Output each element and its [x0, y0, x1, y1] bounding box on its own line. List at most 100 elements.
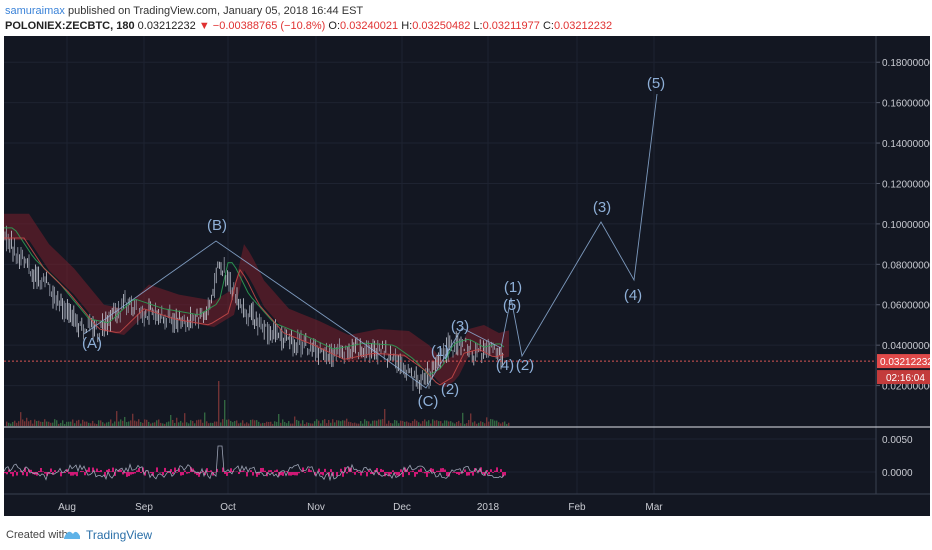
tradingview-link[interactable]: TradingView: [86, 528, 153, 542]
chart-area[interactable]: (A) (B) (C) (1) (2) (3) (4) (5) (1) (2) (3) (4) (5) …: [4, 36, 930, 516]
volume-bar: [374, 420, 376, 426]
time-tick-label: Sep: [135, 502, 153, 513]
volume-bar: [442, 423, 444, 426]
volume-bar: [270, 421, 272, 426]
volume-bar: [30, 420, 32, 426]
oscillator-histogram-bar: [210, 470, 212, 472]
oscillator-histogram-bar: [296, 472, 298, 476]
price-chart[interactable]: (A)(B)(C)(1)(2)(3)(4)(5)(1)(2)(3)(4)(5) …: [4, 36, 930, 516]
volume-bar: [450, 421, 452, 426]
price-change: −0.00388765 (−10.8%): [212, 20, 326, 32]
volume-bar: [432, 419, 434, 426]
oscillator-histogram-bar: [140, 472, 142, 473]
oscillator-histogram-bar: [206, 468, 208, 472]
elliott-wave-lines: [83, 93, 658, 389]
volume-bar: [504, 421, 506, 426]
oscillator-histogram-bar: [194, 472, 196, 474]
oscillator-histogram-bar: [344, 467, 346, 472]
volume-bar: [268, 422, 270, 426]
volume-bar: [256, 420, 258, 426]
volume-bar: [68, 421, 70, 426]
volume-bar: [240, 422, 242, 426]
oscillator-histogram-bar: [384, 472, 386, 477]
oscillator-histogram-bar: [412, 470, 414, 472]
oscillator-histogram-bar: [358, 472, 360, 473]
volume-bar: [444, 420, 446, 426]
oscillator-histogram-bar: [496, 467, 498, 472]
wave-label: (4): [624, 287, 642, 304]
oscillator-histogram-bar: [24, 467, 26, 472]
volume-bar: [122, 420, 124, 426]
volume-bar: [486, 417, 488, 426]
volume-bar: [422, 421, 424, 426]
footer: Created with TradingView: [0, 520, 932, 550]
wave-label: (4): [496, 357, 514, 374]
oscillator-histogram-bar: [346, 472, 348, 474]
oscillator-histogram-bar: [104, 472, 106, 477]
volume-bar: [226, 419, 228, 426]
volume-bar: [454, 423, 456, 426]
volume-bar: [94, 423, 96, 426]
oscillator-histogram-bar: [330, 469, 332, 472]
volume-bar: [324, 419, 326, 426]
volume-bar: [338, 420, 340, 426]
volume-bar: [260, 423, 262, 426]
oscillator-histogram-bar: [360, 472, 362, 476]
volume-bar: [96, 423, 98, 426]
oscillator-histogram-bar: [276, 469, 278, 472]
oscillator-histogram-bar: [428, 472, 430, 474]
volume-bar: [20, 412, 22, 426]
oscillator-histogram-bar: [504, 472, 506, 476]
oscillator-histogram-bar: [188, 472, 190, 474]
volume-bar: [54, 419, 56, 426]
oscillator-histogram-bar: [472, 472, 474, 476]
volume-bar: [316, 419, 318, 426]
oscillator-histogram-bar: [200, 472, 202, 474]
oscillator-histogram-bar: [144, 472, 146, 476]
volume-bar: [370, 423, 372, 426]
volume-bar: [106, 422, 108, 426]
volume-bar: [404, 421, 406, 426]
current-price-box: [877, 354, 930, 369]
oscillator-histogram-bar: [288, 472, 290, 476]
oscillator-histogram-bar: [74, 472, 76, 475]
volume-bar: [346, 418, 348, 426]
volume-bar: [394, 419, 396, 426]
volume-bar: [200, 419, 202, 426]
oscillator-histogram-bar: [230, 468, 232, 472]
volume-bar: [32, 423, 34, 426]
oscillator-histogram-bar: [364, 471, 366, 472]
oscillator-histogram-bar: [340, 468, 342, 472]
oscillator-histogram-bar: [502, 472, 504, 477]
volume-bar: [204, 412, 206, 426]
tradingview-logo-icon[interactable]: [62, 526, 82, 542]
oscillator-histogram-bar: [52, 472, 54, 475]
volume-bar: [86, 421, 88, 426]
oscillator-histogram-bar: [454, 472, 456, 473]
oscillator-histogram-bar: [196, 472, 198, 476]
volume-bar: [116, 411, 118, 426]
oscillator-histogram-bar: [132, 472, 134, 475]
wave-label: (3): [593, 199, 611, 216]
oscillator-histogram-bar: [258, 472, 260, 475]
grid-lines: [4, 36, 876, 494]
volume-bar: [154, 422, 156, 426]
volume-bar: [380, 419, 382, 426]
volume-bar: [436, 420, 438, 426]
author-link[interactable]: samuraimax: [5, 5, 65, 17]
volume-bar: [414, 419, 416, 426]
oscillator-histogram-bar: [80, 471, 82, 472]
volume-bar: [244, 423, 246, 426]
volume-bar: [214, 421, 216, 426]
volume-bar: [494, 420, 496, 426]
volume-bar: [506, 423, 508, 426]
volume-bar: [156, 420, 158, 426]
oscillator-histogram-bar: [184, 470, 186, 472]
time-tick-label: Feb: [568, 502, 586, 513]
volume-bar: [170, 414, 172, 426]
oscillator-histogram-bar: [122, 472, 124, 475]
countdown-box: [877, 370, 930, 385]
volume-bar: [410, 423, 412, 426]
volume-bar: [46, 421, 48, 426]
volume-bar: [388, 420, 390, 426]
